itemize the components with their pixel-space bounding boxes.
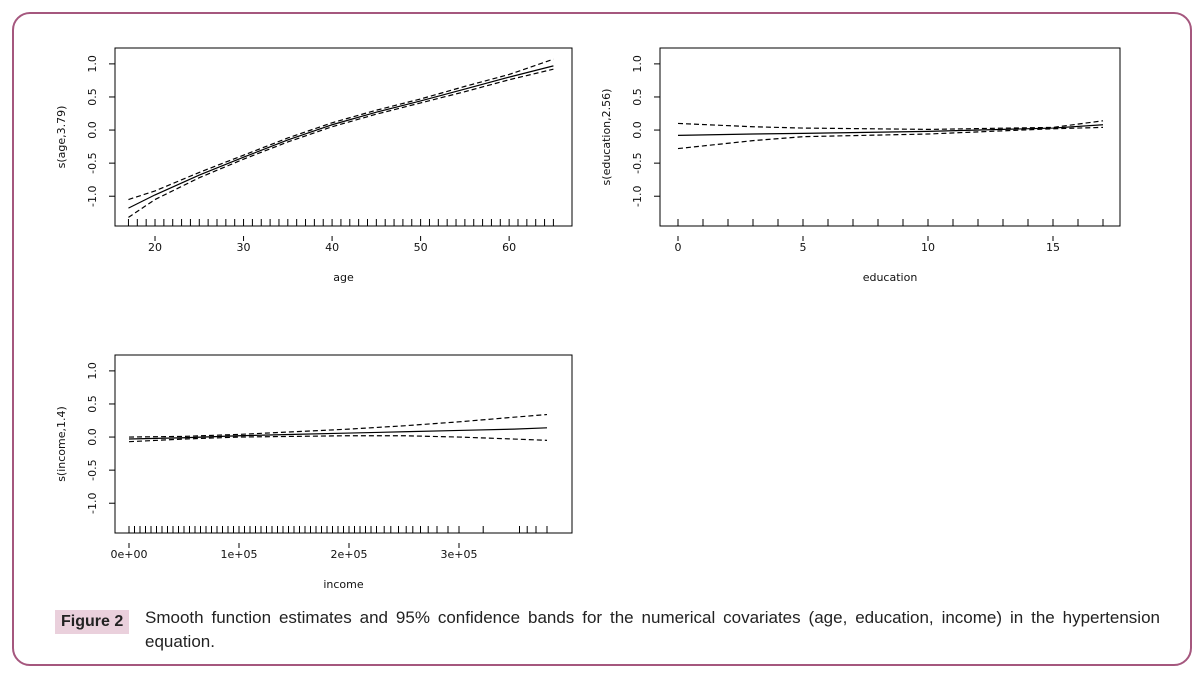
confidence-band bbox=[128, 68, 554, 218]
y-tick-label: -0.5 bbox=[86, 152, 99, 173]
y-tick-label: -1.0 bbox=[86, 492, 99, 513]
y-tick-label: 1.0 bbox=[631, 55, 644, 73]
x-tick-label: 40 bbox=[325, 241, 339, 254]
confidence-band bbox=[677, 120, 1104, 130]
x-axis-label: education bbox=[863, 271, 918, 284]
caption-label: Figure 2 bbox=[55, 610, 130, 634]
x-tick-label: 60 bbox=[502, 241, 516, 254]
y-tick-label: 0.0 bbox=[631, 121, 644, 139]
y-tick-label: -0.5 bbox=[631, 152, 644, 173]
estimate-line bbox=[128, 427, 548, 440]
x-tick-label: 15 bbox=[1046, 241, 1060, 254]
x-tick-label: 30 bbox=[237, 241, 251, 254]
y-tick-label: 1.0 bbox=[86, 362, 99, 380]
figure: -1.0-0.50.00.51.020 30 40 50 60ages(age,3.79… bbox=[55, 47, 1121, 591]
plot-box bbox=[114, 354, 573, 534]
x-tick-label: 2e+05 bbox=[331, 548, 368, 561]
confidence-band bbox=[128, 58, 554, 201]
x-tick-label: 5 bbox=[800, 241, 807, 254]
x-tick-label: 1e+05 bbox=[221, 548, 258, 561]
y-tick-label: 0.5 bbox=[86, 88, 99, 106]
figure-frame bbox=[12, 12, 1192, 666]
estimate-line bbox=[677, 124, 1104, 136]
y-axis-label: s(age,3.79) bbox=[55, 106, 68, 169]
y-tick-label: -0.5 bbox=[86, 459, 99, 480]
x-tick-label: 20 bbox=[148, 241, 162, 254]
x-tick-label: 10 bbox=[921, 241, 935, 254]
x-tick-label: 0e+00 bbox=[111, 548, 148, 561]
y-tick-label: 0.5 bbox=[631, 88, 644, 106]
y-tick-label: 0.5 bbox=[86, 395, 99, 413]
plot-box bbox=[659, 47, 1121, 227]
confidence-band bbox=[128, 435, 548, 443]
y-tick-label: 1.0 bbox=[86, 55, 99, 73]
confidence-band bbox=[677, 126, 1104, 150]
estimate-line bbox=[128, 65, 554, 209]
y-tick-label: 0.0 bbox=[86, 428, 99, 446]
y-tick-label: -1.0 bbox=[86, 185, 99, 206]
confidence-band bbox=[128, 413, 548, 438]
x-tick-label: 50 bbox=[414, 241, 428, 254]
y-axis-label: s(education,2.56) bbox=[600, 89, 613, 186]
x-axis-label: age bbox=[333, 271, 354, 284]
plot-box bbox=[114, 47, 573, 227]
x-tick-label: 0 bbox=[675, 241, 682, 254]
y-axis-label: s(income,1.4) bbox=[55, 406, 68, 482]
y-tick-label: 0.0 bbox=[86, 121, 99, 139]
x-axis-label: income bbox=[323, 578, 364, 591]
caption-text: Smooth function estimates and 95% confid… bbox=[145, 608, 1160, 651]
x-tick-label: 3e+05 bbox=[441, 548, 478, 561]
y-tick-label: -1.0 bbox=[631, 185, 644, 206]
